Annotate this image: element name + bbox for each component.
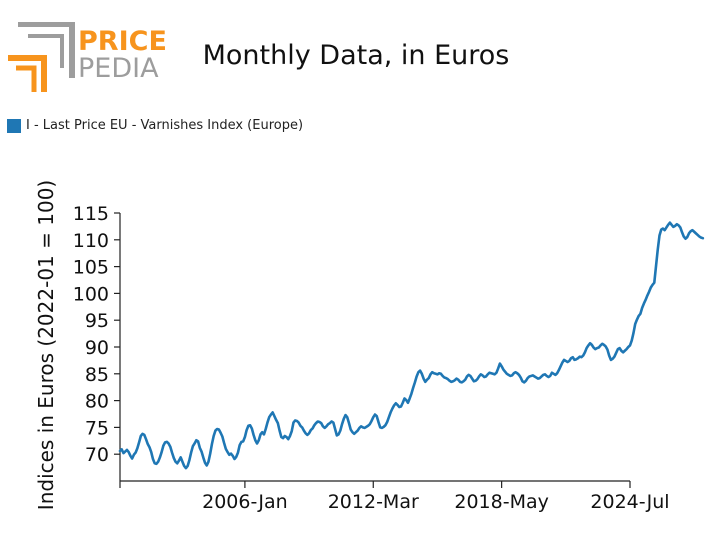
y-tick-label: 70: [85, 444, 109, 466]
y-tick-label: 105: [73, 257, 109, 279]
y-tick-label: 85: [85, 364, 109, 386]
legend-label: I - Last Price EU - Varnishes Index (Eur…: [26, 118, 304, 133]
y-tick-label: 100: [73, 283, 109, 305]
pricepedia-logo: PRICE PEDIA: [8, 22, 166, 92]
legend-swatch: [7, 118, 21, 133]
chart-title: Monthly Data, in Euros: [202, 40, 510, 71]
y-tick-label: 90: [85, 337, 109, 359]
y-tick-label: 80: [85, 391, 109, 413]
y-tick-label: 95: [85, 310, 109, 332]
y-tick-label: 110: [73, 230, 109, 252]
logo-word-top: PRICE: [78, 26, 166, 57]
y-tick-label: 115: [73, 203, 109, 225]
logo-word-bottom: PEDIA: [78, 53, 159, 84]
legend[interactable]: I - Last Price EU - Varnishes Index (Eur…: [7, 118, 303, 133]
x-tick-label: 2018-May: [454, 491, 549, 513]
x-tick-label: 2024-Jul: [590, 491, 669, 513]
series-line: [118, 221, 705, 470]
x-tick-label: 2006-Jan: [202, 491, 288, 513]
x-tick-label: 2012-Mar: [328, 491, 419, 513]
y-axis-label: Indices in Euros (2022-01 = 100): [34, 180, 58, 510]
y-tick-label: 75: [85, 417, 109, 439]
